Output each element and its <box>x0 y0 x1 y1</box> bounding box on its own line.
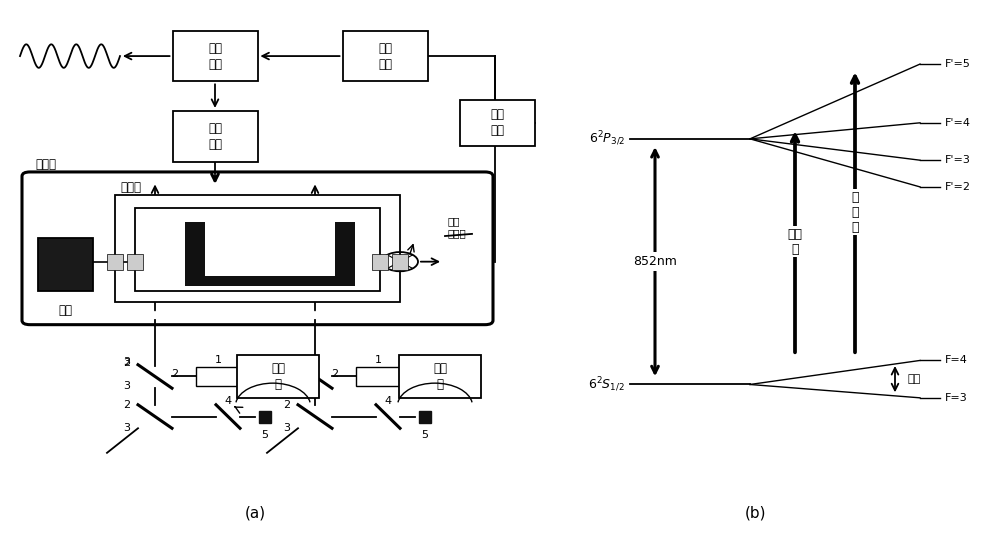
FancyBboxPatch shape <box>173 111 258 161</box>
Text: 2: 2 <box>171 369 179 379</box>
FancyBboxPatch shape <box>342 30 428 81</box>
Text: 3: 3 <box>124 423 130 433</box>
Text: 2: 2 <box>123 400 131 410</box>
Text: 压控
晶振: 压控 晶振 <box>208 42 222 70</box>
Text: 抽运
光: 抽运 光 <box>271 362 285 391</box>
Text: 检
测
光: 检 测 光 <box>851 191 859 234</box>
Text: 1: 1 <box>374 356 382 365</box>
Text: 3: 3 <box>124 381 130 391</box>
Text: 3: 3 <box>124 357 130 366</box>
Text: F'=4: F'=4 <box>945 118 971 128</box>
FancyBboxPatch shape <box>185 276 355 286</box>
FancyBboxPatch shape <box>107 254 123 270</box>
FancyBboxPatch shape <box>392 254 408 270</box>
Text: F=3: F=3 <box>945 393 968 403</box>
Text: 检测
光: 检测 光 <box>433 362 447 391</box>
Text: 微波腔: 微波腔 <box>247 243 268 256</box>
Text: F'=3: F'=3 <box>945 155 971 165</box>
Text: 5: 5 <box>422 430 428 440</box>
FancyBboxPatch shape <box>185 222 205 286</box>
FancyBboxPatch shape <box>237 355 319 398</box>
Text: (b): (b) <box>744 506 766 521</box>
Text: 2: 2 <box>123 358 131 368</box>
FancyBboxPatch shape <box>22 172 493 325</box>
Text: 3: 3 <box>284 423 290 433</box>
Text: F'=2: F'=2 <box>945 182 971 192</box>
Text: 抽运
光: 抽运 光 <box>788 227 802 256</box>
Text: 3: 3 <box>284 382 290 392</box>
Text: 852nm: 852nm <box>633 255 677 268</box>
FancyBboxPatch shape <box>196 367 240 386</box>
Text: (a): (a) <box>244 506 266 521</box>
FancyBboxPatch shape <box>127 254 143 270</box>
Text: 1: 1 <box>214 356 222 365</box>
FancyBboxPatch shape <box>115 195 400 302</box>
Text: 5: 5 <box>262 430 268 440</box>
Text: 4: 4 <box>384 396 392 405</box>
FancyBboxPatch shape <box>356 367 400 386</box>
FancyBboxPatch shape <box>460 100 534 145</box>
FancyBboxPatch shape <box>399 355 481 398</box>
Text: 4: 4 <box>224 396 232 405</box>
Text: 倍频
综合: 倍频 综合 <box>208 122 222 151</box>
Text: 磁屏蔽: 磁屏蔽 <box>120 181 141 194</box>
Text: $6^2P_{3/2}$: $6^2P_{3/2}$ <box>589 130 625 148</box>
Text: 伺服
控制: 伺服 控制 <box>378 42 392 70</box>
Text: 3: 3 <box>284 358 290 368</box>
Text: $6^2S_{1/2}$: $6^2S_{1/2}$ <box>588 375 625 394</box>
FancyBboxPatch shape <box>372 254 388 270</box>
Text: F=4: F=4 <box>945 356 968 365</box>
Text: 荧光
信号: 荧光 信号 <box>490 108 504 137</box>
FancyBboxPatch shape <box>335 222 355 286</box>
Text: 铯炉: 铯炉 <box>58 304 72 317</box>
Text: 铯束管: 铯束管 <box>35 158 56 171</box>
FancyBboxPatch shape <box>38 238 93 291</box>
Text: F'=5: F'=5 <box>945 59 971 69</box>
Text: 2: 2 <box>283 400 291 410</box>
Text: 2: 2 <box>331 369 339 379</box>
FancyBboxPatch shape <box>173 30 258 81</box>
FancyBboxPatch shape <box>135 208 380 291</box>
Text: 光电
探测器: 光电 探测器 <box>447 216 466 238</box>
Text: 微波: 微波 <box>907 374 920 384</box>
